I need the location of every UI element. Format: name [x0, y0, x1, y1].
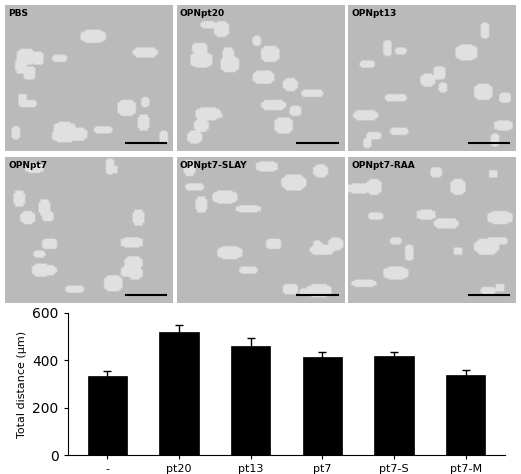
Text: OPNpt13: OPNpt13 [351, 9, 396, 18]
Bar [375, 356, 414, 455]
Text: OPNpt7-SLAY: OPNpt7-SLAY [180, 161, 247, 170]
Text: OPNpt7-RAA: OPNpt7-RAA [351, 161, 415, 170]
Bar [159, 332, 199, 455]
Bar [446, 375, 486, 455]
Y-axis label: Total distance (μm): Total distance (μm) [17, 330, 27, 438]
Text: OPNpt7: OPNpt7 [8, 161, 48, 170]
Bar [231, 346, 270, 455]
Bar [88, 375, 127, 455]
Text: PBS: PBS [8, 9, 29, 18]
Bar [303, 357, 342, 455]
Text: OPNpt20: OPNpt20 [180, 9, 225, 18]
